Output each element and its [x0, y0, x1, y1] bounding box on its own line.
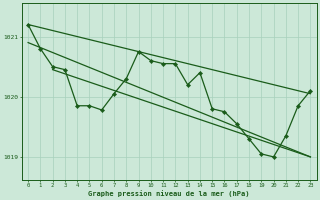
X-axis label: Graphe pression niveau de la mer (hPa): Graphe pression niveau de la mer (hPa)	[89, 190, 250, 197]
